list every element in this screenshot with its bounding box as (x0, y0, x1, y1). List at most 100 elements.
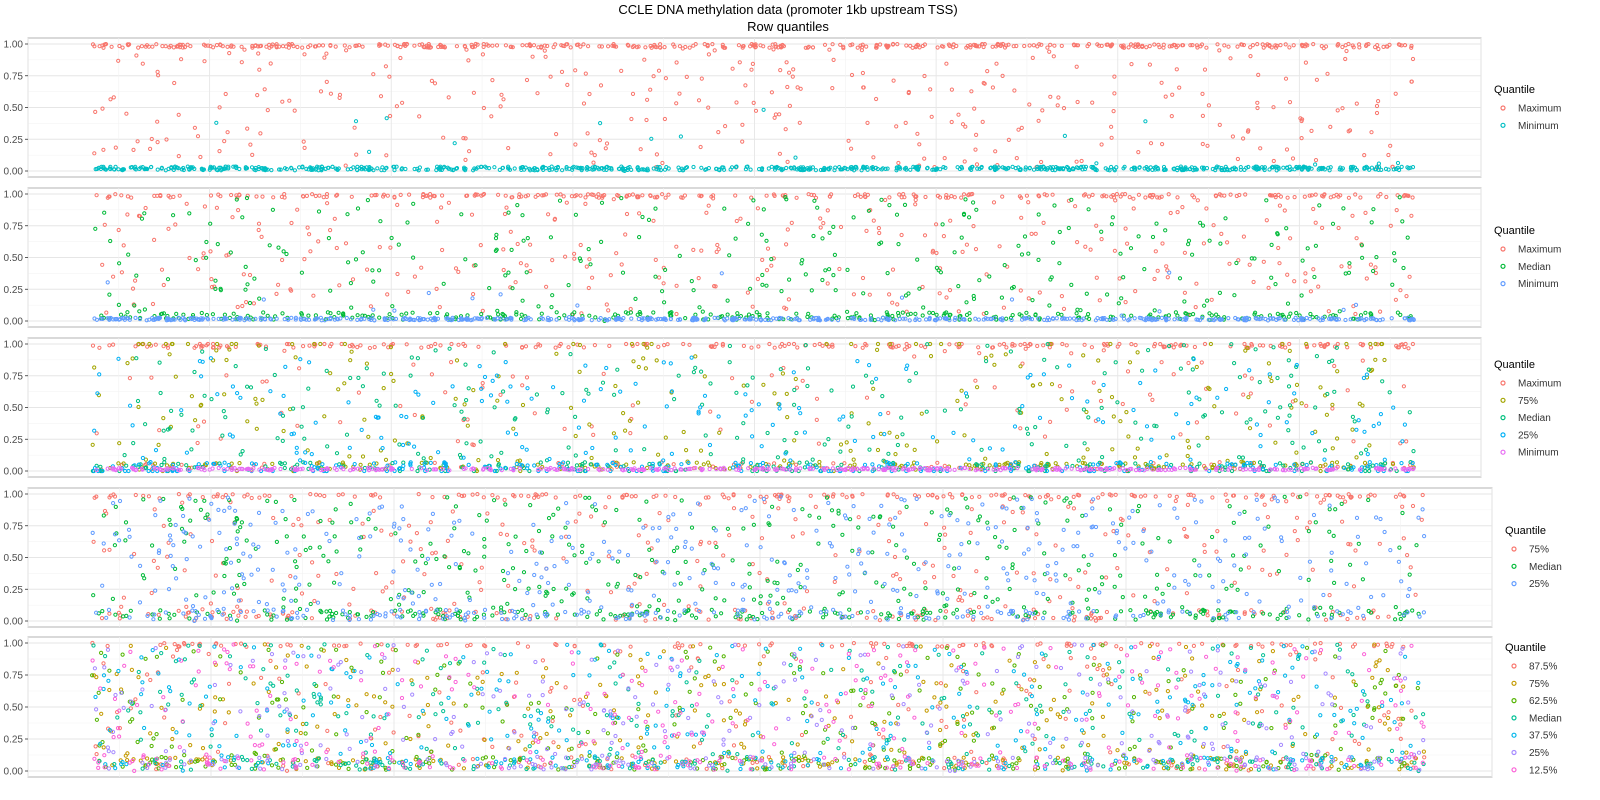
legend-key (1511, 697, 1517, 704)
figure-subtitle: Row quantiles (747, 19, 829, 34)
legend-label: 75% (1529, 545, 1549, 556)
points (90, 640, 1427, 774)
legend-label: Median (1518, 262, 1551, 273)
series-3-points (90, 643, 1420, 772)
series-3-points (90, 494, 1427, 623)
y-tick-label: 0.00 (4, 317, 24, 328)
y-tick-label: 1.00 (4, 639, 24, 650)
series-1-points (94, 191, 1415, 317)
panel-5: 1.00 0.75 0.50 0.25 0.00 Quantile 87.5% 75% 62.5… (4, 636, 1562, 778)
legend-label: Median (1529, 713, 1562, 724)
y-tick-label: 0.00 (4, 617, 24, 628)
scatter-point (93, 642, 1421, 773)
legend-label: Maximum (1518, 379, 1561, 390)
y-tick-label: 1.00 (4, 340, 24, 351)
panel-2: 1.00 0.75 0.50 0.25 0.00 Quantile Maximum Media… (4, 187, 1561, 328)
legend-label: Minimum (1518, 279, 1559, 290)
y-tick-label: 0.50 (4, 403, 24, 414)
legend-key (1500, 415, 1506, 421)
y-tick-label: 0.75 (4, 521, 24, 532)
legend-key (1511, 663, 1517, 669)
legend-key (1511, 563, 1517, 569)
y-tick-label: 0.25 (4, 735, 24, 746)
series-4-points (91, 355, 1415, 474)
legend-label: 37.5% (1529, 731, 1557, 742)
y-tick-label: 0.25 (4, 285, 24, 296)
points (90, 341, 1416, 474)
legend-label: Minimum (1518, 448, 1559, 459)
legend-label: Maximum (1518, 245, 1561, 256)
series-7-points (90, 642, 1426, 773)
legend: Quantile 87.5% 75% 62.5% Median 37.5% 25% 12.5% (1505, 642, 1562, 776)
legend-key (1500, 122, 1506, 128)
legend-key (1511, 732, 1517, 738)
legend-key (1511, 749, 1517, 756)
legend-key (1511, 546, 1517, 552)
legend-label: Minimum (1518, 121, 1559, 132)
panels: 1.00 0.75 0.50 0.25 0.00 Quantile Maximum Minim… (4, 37, 1562, 778)
figure-title: CCLE DNA methylation data (promoter 1kb … (618, 2, 957, 17)
legend-key (1511, 580, 1517, 587)
scatter-point (93, 107, 1416, 173)
legend-label: Maximum (1518, 104, 1561, 115)
y-tick-label: 0.00 (4, 467, 24, 478)
legend: Quantile 75% Median 25% (1505, 525, 1562, 590)
legend-label: 25% (1529, 748, 1549, 759)
y-tick-label: 0.75 (4, 371, 24, 382)
scatter-point (94, 465, 1416, 473)
y-tick-label: 0.50 (4, 253, 24, 264)
legend-key (1500, 281, 1506, 287)
legend-key (1500, 263, 1506, 269)
scatter-point (91, 642, 1427, 773)
panel-4: 1.00 0.75 0.50 0.25 0.00 Quantile 75% Median 25% (4, 487, 1562, 628)
legend: Quantile Maximum Median Minimum (1494, 225, 1561, 290)
legend-key (1500, 397, 1506, 403)
series-5-points (93, 642, 1421, 773)
scatter-point (92, 642, 1426, 773)
series-5-points (94, 465, 1416, 473)
legend-title: Quantile (1494, 84, 1535, 96)
legend-label: 12.5% (1529, 765, 1557, 776)
scatter-point (90, 642, 1426, 773)
legend-title: Quantile (1494, 225, 1535, 237)
series-2-points (93, 107, 1416, 173)
y-tick-label: 1.00 (4, 490, 24, 501)
scatter-point (90, 494, 1427, 623)
scatter-point (91, 355, 1415, 474)
legend-title: Quantile (1505, 642, 1546, 654)
y-tick-label: 1.00 (4, 40, 24, 51)
legend-title: Quantile (1505, 525, 1546, 537)
legend-label: 75% (1529, 679, 1549, 690)
legend-key (1511, 715, 1517, 721)
y-tick-label: 0.00 (4, 167, 24, 178)
y-tick-label: 0.75 (4, 71, 24, 82)
legend-key (1511, 680, 1517, 686)
legend: Quantile Maximum Minimum (1494, 84, 1561, 132)
y-tick-label: 0.25 (4, 585, 24, 596)
legend-label: Median (1518, 413, 1551, 424)
y-tick-label: 0.50 (4, 553, 24, 564)
scatter-point (94, 191, 1415, 317)
legend-label: 87.5% (1529, 662, 1557, 673)
legend-key (1511, 767, 1517, 773)
y-tick-label: 1.00 (4, 190, 24, 201)
legend-key (1500, 380, 1506, 386)
series-3-points (92, 270, 1416, 323)
y-tick-label: 0.50 (4, 103, 24, 114)
series-1-points (90, 41, 1416, 170)
y-tick-label: 0.00 (4, 767, 24, 778)
scatter-point (90, 41, 1416, 170)
panel-3: 1.00 0.75 0.50 0.25 0.00 Quantile Maximum 75% Me… (4, 337, 1561, 478)
legend-key (1500, 246, 1506, 252)
series-2-points (91, 642, 1427, 773)
y-tick-label: 0.75 (4, 671, 24, 682)
legend: Quantile Maximum 75% Median 25% Minimum (1494, 359, 1561, 459)
legend-label: 62.5% (1529, 696, 1557, 707)
legend-key (1500, 105, 1506, 111)
points (90, 492, 1427, 623)
series-6-points (92, 642, 1426, 773)
scatter-point (90, 643, 1420, 772)
legend-label: 25% (1518, 430, 1538, 441)
legend-key (1500, 432, 1506, 438)
